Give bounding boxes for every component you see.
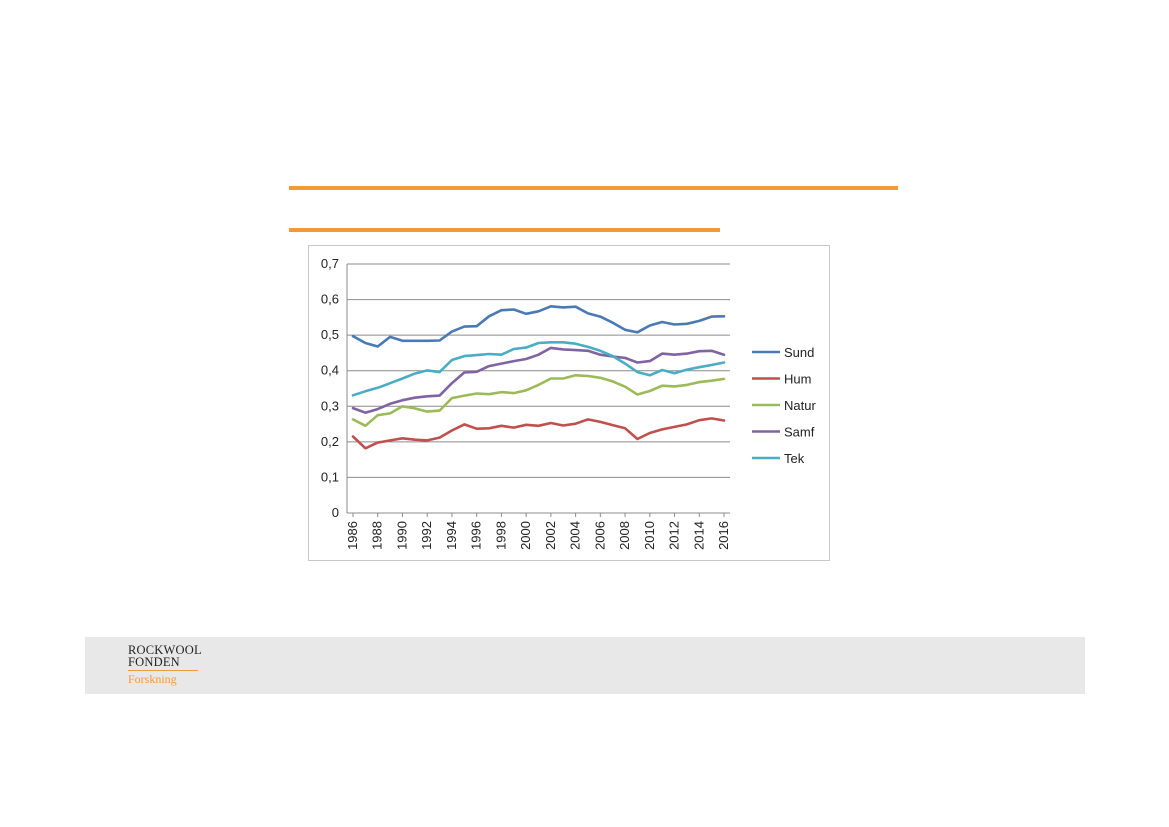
logo-divider <box>128 670 198 671</box>
series-lines <box>351 304 726 450</box>
x-tick-label: 1990 <box>394 521 409 550</box>
rockwool-fonden-logo: ROCKWOOL FONDEN Forskning <box>128 644 208 685</box>
x-tick-label: 2008 <box>617 521 632 550</box>
series-line-hum <box>351 417 726 450</box>
logo-line-2: FONDEN <box>128 655 180 669</box>
y-tick-label: 0 <box>332 505 339 520</box>
logo-line-1: ROCKWOOL <box>128 643 202 657</box>
x-tick-label: 1994 <box>444 521 459 550</box>
x-tick-label: 2016 <box>716 521 731 550</box>
orange-rule-bottom <box>289 228 720 232</box>
x-tick-label: 2000 <box>518 521 533 550</box>
x-tick-label: 1986 <box>345 521 360 550</box>
y-axis-ticks: 0 0,1 0,2 0,3 0,4 0,5 0,6 0,7 <box>321 256 339 520</box>
orange-rule-top <box>289 186 898 190</box>
y-tick-label: 0,5 <box>321 327 339 342</box>
x-tick-label: 2012 <box>667 521 682 550</box>
series-line-sund <box>351 304 726 348</box>
legend-label-natur: Natur <box>784 398 816 413</box>
y-tick-label: 0,2 <box>321 434 339 449</box>
legend-label-samf: Samf <box>784 425 815 440</box>
gridlines <box>346 263 730 514</box>
x-tick-label: 2010 <box>642 521 657 550</box>
series-line-samf <box>351 346 726 414</box>
logo-subtitle: Forskning <box>128 672 177 686</box>
legend-label-tek: Tek <box>784 451 805 466</box>
series-line-natur <box>351 374 726 428</box>
legend-label-sund: Sund <box>784 345 814 360</box>
x-tick-label: 2004 <box>568 521 583 550</box>
x-tick-label: 1992 <box>419 521 434 550</box>
chart-frame: 0 0,1 0,2 0,3 0,4 0,5 0,6 0,7 1986 1988 1990 1992 1… <box>308 245 830 561</box>
y-tick-label: 0,1 <box>321 469 339 484</box>
y-tick-label: 0,6 <box>321 292 339 307</box>
x-tick-label: 2006 <box>592 521 607 550</box>
x-tick-label: 2014 <box>691 521 706 550</box>
legend-label-hum: Hum <box>784 372 811 387</box>
series-line-tek <box>351 341 726 397</box>
legend: Sund Hum Natur Samf Tek <box>752 345 816 466</box>
x-tick-label: 2002 <box>543 521 558 550</box>
x-tick-label: 1988 <box>370 521 385 550</box>
x-axis-ticks: 1986 1988 1990 1992 1994 1996 1998 2000 2002 2004… <box>345 513 731 550</box>
y-tick-label: 0,4 <box>321 363 339 378</box>
y-tick-label: 0,3 <box>321 398 339 413</box>
x-tick-label: 1998 <box>493 521 508 550</box>
footer-bar: ROCKWOOL FONDEN Forskning <box>85 637 1085 694</box>
x-tick-label: 1996 <box>469 521 484 550</box>
y-tick-label: 0,7 <box>321 256 339 271</box>
line-chart: 00,10,20,30,40,50,60,7 1986 1988 1990 1992 1… <box>321 256 817 550</box>
